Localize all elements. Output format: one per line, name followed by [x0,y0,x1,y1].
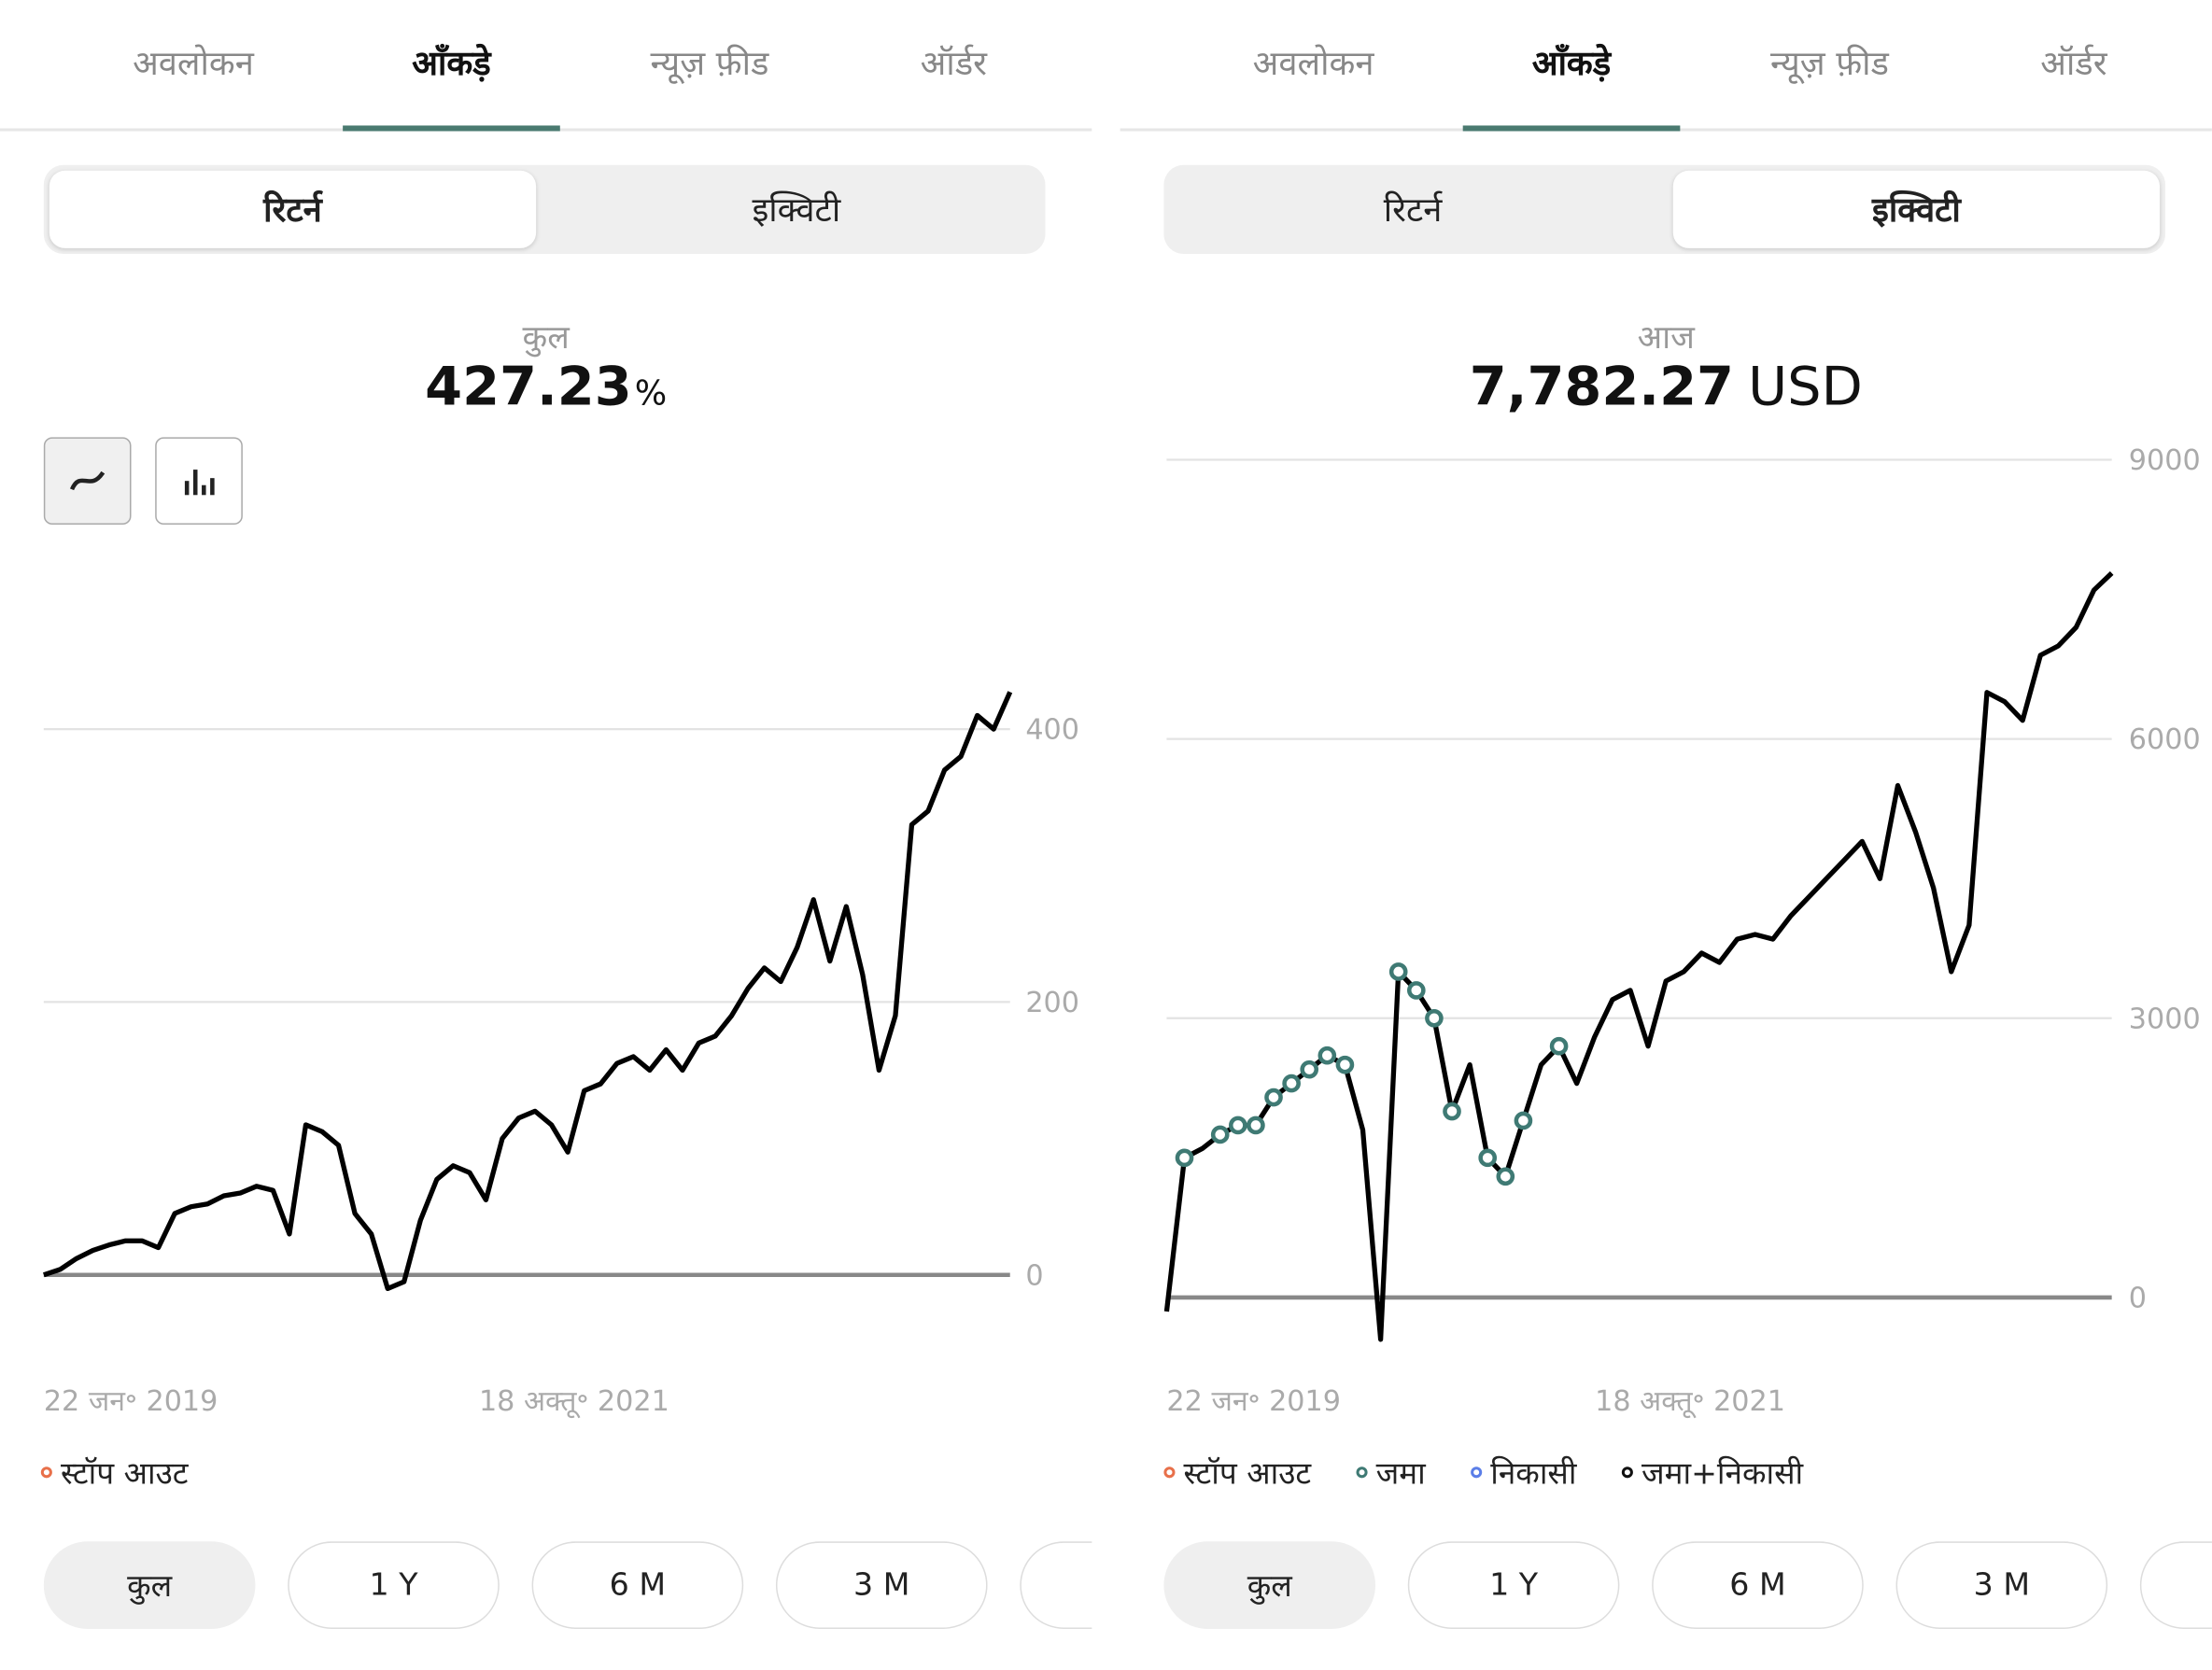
x-tick-label: 22 जन॰ 2019 [44,1385,218,1418]
y-tick-label: 3000 [2129,1003,2201,1035]
segment[interactable]: इक्विटी [1672,170,2161,248]
range-button[interactable]: 3 M [775,1541,988,1629]
equity-line [1163,571,2114,1342]
summary-value: 427.23 [425,355,632,418]
summary-label: कुल [522,319,570,358]
range-button[interactable] [2139,1541,2212,1629]
x-tick-label: 22 जन॰ 2019 [1166,1385,1341,1418]
marker [1229,1116,1247,1135]
tab-underline [343,125,560,132]
legend-dot [1621,1467,1633,1479]
marker [1264,1088,1283,1107]
marker [1425,1008,1444,1028]
marker [1549,1036,1569,1056]
summary: 7,782.27 USD [1120,356,2212,417]
x-tick-label: 18 अक्तू॰ 2021 [479,1385,669,1419]
tab[interactable]: न्यूज़ फ़ीड [650,43,769,84]
segmented-control: रिटर्न इक्विटी [1163,164,2166,254]
legend-dot [1163,1467,1176,1479]
tab[interactable]: न्यूज़ फ़ीड [1770,43,1889,84]
range-button[interactable] [1020,1541,1092,1629]
legend-label: स्टॉप आउट [61,1454,190,1491]
segmented-control: रिटर्न इक्विटी [43,164,1046,254]
legend-label: निकासी [1490,1454,1578,1491]
marker [1317,1046,1337,1065]
summary-unit: % [634,373,668,414]
marker [1478,1148,1498,1168]
tab[interactable]: आँकड़े [412,43,491,84]
marker [1443,1102,1461,1121]
tab[interactable]: अवलोकन [133,43,254,84]
marker [1388,962,1408,981]
marker [1175,1148,1194,1168]
marker [1247,1116,1265,1135]
range-button[interactable]: कुल [43,1541,256,1629]
y-tick-label: 9000 [2129,444,2201,477]
y-tick-label: 400 [1025,714,1079,747]
legend-label: जमा [1376,1454,1428,1491]
tab[interactable]: ऑर्डर [2040,43,2107,84]
tab-underline [1462,125,1681,132]
marker [1406,981,1426,1000]
bar-chart-button[interactable] [155,437,243,526]
legend-dot [40,1467,52,1479]
marker [1300,1060,1319,1079]
icon [69,470,106,491]
marker [1210,1125,1230,1144]
range-button[interactable]: 3 M [1895,1541,2108,1629]
marker [1496,1167,1515,1186]
summary-unit: USD [1748,355,1863,418]
y-tick-label: 0 [2129,1283,2147,1315]
range-button[interactable]: 1 Y [1407,1541,1620,1629]
panel: अवलोकन आँकड़े न्यूज़ फ़ीड ऑर्डर रिटर्न इक्विट… [1120,0,2212,1670]
range-button[interactable]: 6 M [531,1541,744,1629]
y-tick-label: 6000 [2129,723,2201,756]
range-button[interactable]: 6 M [1652,1541,1864,1629]
marker [1514,1111,1533,1130]
range-button[interactable]: कुल [1163,1541,1376,1629]
legend-dot [1356,1467,1368,1479]
legend-dot [1471,1467,1483,1479]
legend-label: जमा+निकासी [1641,1454,1805,1491]
y-tick-label: 200 [1025,987,1079,1019]
summary-value: 7,782.27 [1469,355,1735,418]
equity-line [42,691,1013,1292]
marker [1335,1055,1355,1074]
segment[interactable]: इक्विटी [752,189,841,231]
x-tick-label: 18 अक्तू॰ 2021 [1595,1385,1785,1419]
range-button[interactable]: 1 Y [288,1541,500,1629]
legend-label: स्टॉप आउट [1184,1454,1313,1491]
line-chart-button[interactable] [43,437,132,526]
y-tick-label: 0 [1025,1259,1043,1292]
marker [1282,1074,1301,1093]
summary: 427.23% [0,356,1092,417]
summary-label: आज [1637,319,1695,358]
segment[interactable]: रिटर्न [49,170,537,248]
tab[interactable]: ऑर्डर [920,43,987,84]
tab[interactable]: अवलोकन [1252,43,1374,84]
tab[interactable]: आँकड़े [1531,43,1612,84]
panel: अवलोकन आँकड़े न्यूज़ फ़ीड ऑर्डर रिटर्न इक्विट… [0,0,1092,1670]
segment[interactable]: रिटर्न [1383,189,1443,231]
icon [184,470,215,496]
